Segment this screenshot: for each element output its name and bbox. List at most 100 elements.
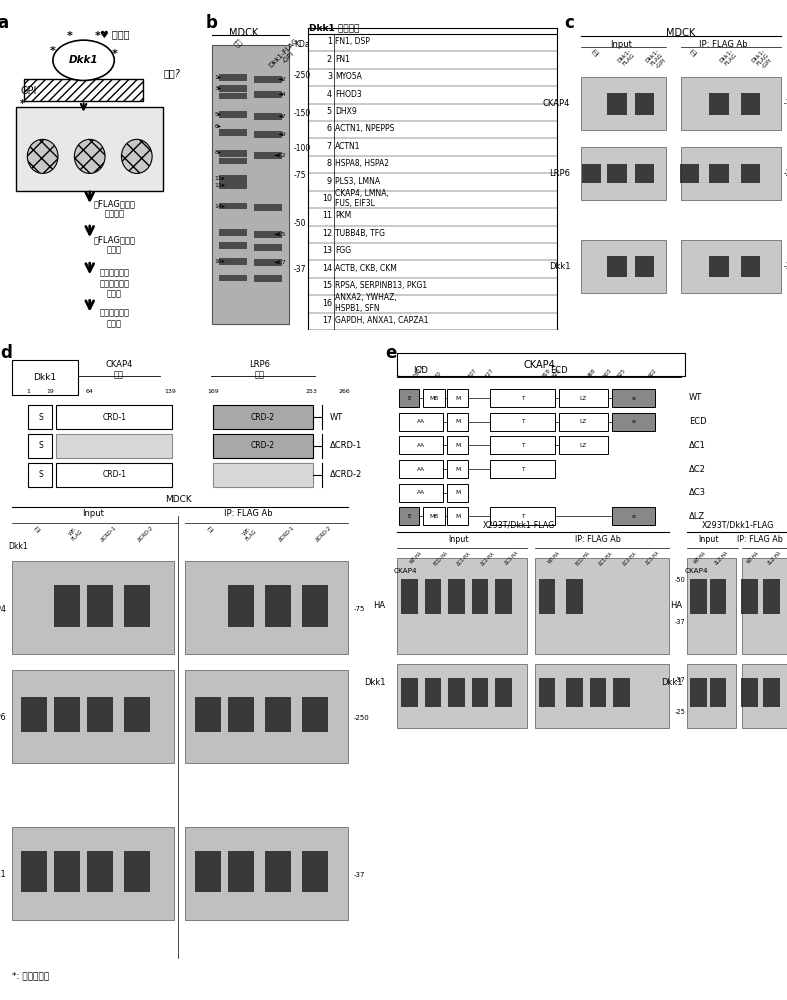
- Text: CRD-1: CRD-1: [102, 470, 127, 479]
- FancyBboxPatch shape: [741, 678, 758, 707]
- Text: FN1: FN1: [335, 55, 350, 64]
- FancyBboxPatch shape: [28, 405, 52, 429]
- Text: ΔCRD-2: ΔCRD-2: [330, 470, 362, 479]
- FancyBboxPatch shape: [709, 164, 729, 183]
- Text: MDCK: MDCK: [164, 495, 191, 504]
- Text: 3▸: 3▸: [214, 86, 221, 91]
- Text: -37: -37: [675, 677, 685, 683]
- FancyBboxPatch shape: [490, 413, 555, 431]
- Text: T: T: [521, 395, 524, 400]
- Text: ΔCRD-2: ΔCRD-2: [315, 525, 333, 542]
- Text: HSPA8, HSPA2: HSPA8, HSPA2: [335, 159, 390, 168]
- FancyBboxPatch shape: [254, 244, 282, 251]
- Text: CRD-1: CRD-1: [102, 413, 127, 422]
- FancyBboxPatch shape: [590, 678, 607, 707]
- Text: 12: 12: [322, 229, 332, 238]
- FancyBboxPatch shape: [28, 463, 52, 487]
- FancyBboxPatch shape: [302, 585, 328, 627]
- Text: ΔC2: ΔC2: [689, 465, 705, 474]
- Text: Dkk1-
FLAG
-GPI: Dkk1- FLAG -GPI: [645, 48, 668, 72]
- Text: 与中性链亲和
素琦脂糖珠一
起沉降: 与中性链亲和 素琦脂糖珠一 起沉降: [99, 269, 129, 298]
- FancyBboxPatch shape: [490, 507, 555, 525]
- Text: Input: Input: [82, 509, 104, 518]
- FancyBboxPatch shape: [254, 76, 282, 83]
- Text: 4: 4: [327, 90, 332, 99]
- Text: 19: 19: [46, 389, 54, 394]
- Text: MDCK: MDCK: [229, 28, 258, 38]
- Text: 266: 266: [338, 389, 350, 394]
- Text: Dkk1 结合蛋白: Dkk1 结合蛋白: [309, 24, 360, 33]
- Text: M: M: [455, 443, 460, 448]
- Text: Dkk1: Dkk1: [549, 262, 571, 271]
- FancyBboxPatch shape: [582, 164, 601, 183]
- Text: LZ: LZ: [580, 395, 587, 400]
- FancyBboxPatch shape: [220, 258, 247, 265]
- Text: S: S: [38, 442, 42, 450]
- Text: ECD-HA: ECD-HA: [575, 550, 591, 567]
- Text: 样品缓冲液一
起沉降: 样品缓冲液一 起沉降: [99, 309, 129, 328]
- Text: WT-HA: WT-HA: [746, 550, 760, 565]
- Text: 16▸: 16▸: [214, 259, 225, 264]
- FancyBboxPatch shape: [213, 434, 313, 458]
- Text: 1: 1: [397, 373, 402, 379]
- FancyBboxPatch shape: [302, 697, 328, 732]
- Text: CRD-2: CRD-2: [251, 413, 275, 422]
- Text: TUBB4B, TFG: TUBB4B, TFG: [335, 229, 386, 238]
- Text: 10: 10: [322, 194, 332, 203]
- FancyBboxPatch shape: [535, 664, 669, 728]
- FancyBboxPatch shape: [472, 678, 488, 707]
- Text: MB: MB: [429, 514, 438, 519]
- FancyBboxPatch shape: [472, 579, 488, 614]
- Text: 16: 16: [322, 299, 332, 308]
- FancyBboxPatch shape: [559, 436, 608, 454]
- FancyBboxPatch shape: [399, 436, 442, 454]
- Text: 与FLAG抗体珠
一起沉降: 与FLAG抗体珠 一起沉降: [94, 199, 135, 219]
- Text: T: T: [521, 514, 524, 519]
- Text: 参照: 参照: [34, 525, 42, 533]
- Text: 11▸: 11▸: [214, 176, 225, 181]
- FancyBboxPatch shape: [87, 697, 113, 732]
- Text: α: α: [632, 419, 635, 424]
- FancyBboxPatch shape: [608, 93, 626, 115]
- Text: ♥ 生物素: ♥ 生物素: [99, 30, 129, 40]
- Text: ΔCRD-1: ΔCRD-1: [330, 442, 362, 450]
- FancyBboxPatch shape: [212, 45, 289, 324]
- Text: CKAP4, LMNA,
FUS, EIF3L: CKAP4, LMNA, FUS, EIF3L: [335, 189, 390, 208]
- Text: WT-
FLAG: WT- FLAG: [67, 525, 84, 542]
- Text: 13▸: 13▸: [214, 183, 225, 188]
- Text: ◄7: ◄7: [278, 114, 287, 119]
- Text: Dkk1: Dkk1: [8, 542, 28, 551]
- Text: M: M: [455, 490, 460, 495]
- Text: PLS3, LMNA: PLS3, LMNA: [335, 177, 381, 186]
- Text: Dkk1: Dkk1: [33, 373, 57, 382]
- Text: GAPDH, ANXA1, CAPZA1: GAPDH, ANXA1, CAPZA1: [335, 316, 429, 325]
- Text: DHX9: DHX9: [335, 107, 357, 116]
- Text: ◄9: ◄9: [278, 132, 287, 137]
- FancyBboxPatch shape: [54, 851, 80, 892]
- Text: 9: 9: [327, 177, 332, 186]
- FancyBboxPatch shape: [538, 579, 555, 614]
- FancyBboxPatch shape: [490, 389, 555, 407]
- FancyBboxPatch shape: [635, 93, 654, 115]
- Text: Dkk1-FLAG
-GPI: Dkk1-FLAG -GPI: [268, 37, 305, 73]
- Text: PKM: PKM: [335, 211, 352, 220]
- FancyBboxPatch shape: [194, 697, 220, 732]
- FancyBboxPatch shape: [397, 353, 685, 376]
- FancyBboxPatch shape: [56, 405, 172, 429]
- Text: *: *: [20, 99, 24, 109]
- Text: Dkk1: Dkk1: [661, 678, 683, 687]
- FancyBboxPatch shape: [635, 164, 654, 183]
- Text: WT-HA: WT-HA: [547, 550, 561, 565]
- FancyBboxPatch shape: [220, 150, 247, 157]
- FancyBboxPatch shape: [186, 827, 348, 920]
- Text: Input: Input: [448, 535, 469, 544]
- Text: Input: Input: [698, 535, 719, 544]
- Text: 1: 1: [327, 37, 332, 46]
- FancyBboxPatch shape: [741, 256, 760, 277]
- FancyBboxPatch shape: [254, 275, 282, 282]
- Text: 3: 3: [327, 72, 332, 81]
- FancyBboxPatch shape: [254, 113, 282, 120]
- Text: X293T/Dkk1-FLAG: X293T/Dkk1-FLAG: [483, 521, 556, 530]
- FancyBboxPatch shape: [425, 678, 441, 707]
- Text: E: E: [408, 395, 411, 400]
